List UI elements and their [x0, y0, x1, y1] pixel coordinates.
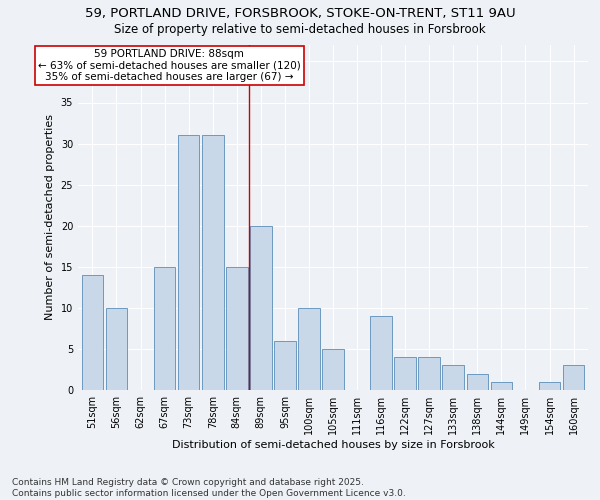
Text: 59, PORTLAND DRIVE, FORSBROOK, STOKE-ON-TRENT, ST11 9AU: 59, PORTLAND DRIVE, FORSBROOK, STOKE-ON-… [85, 8, 515, 20]
Y-axis label: Number of semi-detached properties: Number of semi-detached properties [45, 114, 55, 320]
Bar [298, 308, 320, 390]
X-axis label: Distribution of semi-detached houses by size in Forsbrook: Distribution of semi-detached houses by … [172, 440, 494, 450]
Bar [106, 308, 127, 390]
Bar [202, 136, 224, 390]
Bar [154, 267, 175, 390]
Bar [178, 136, 199, 390]
Bar [250, 226, 272, 390]
Bar [563, 366, 584, 390]
Bar [370, 316, 392, 390]
Bar [394, 357, 416, 390]
Bar [539, 382, 560, 390]
Bar [322, 349, 344, 390]
Text: Size of property relative to semi-detached houses in Forsbrook: Size of property relative to semi-detach… [114, 22, 486, 36]
Text: 59 PORTLAND DRIVE: 88sqm
← 63% of semi-detached houses are smaller (120)
35% of : 59 PORTLAND DRIVE: 88sqm ← 63% of semi-d… [38, 49, 301, 82]
Bar [274, 340, 296, 390]
Bar [226, 267, 248, 390]
Bar [418, 357, 440, 390]
Bar [491, 382, 512, 390]
Bar [442, 366, 464, 390]
Text: Contains HM Land Registry data © Crown copyright and database right 2025.
Contai: Contains HM Land Registry data © Crown c… [12, 478, 406, 498]
Bar [467, 374, 488, 390]
Bar [82, 275, 103, 390]
